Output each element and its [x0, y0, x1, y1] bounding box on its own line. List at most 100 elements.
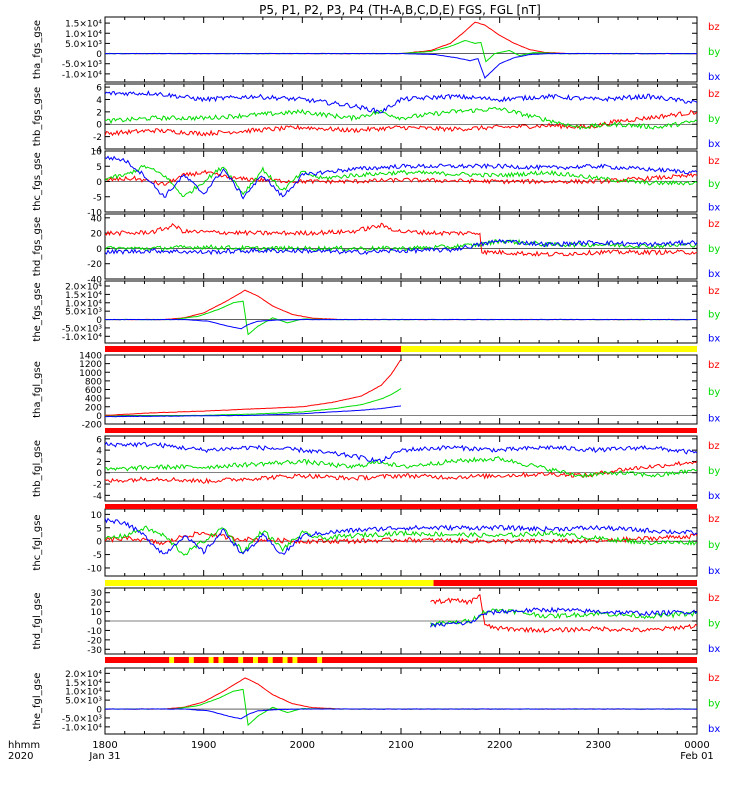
flag-segment-yellow [218, 657, 224, 663]
y-tick-label: 1.0×10⁴ [65, 688, 102, 698]
series-bz-line [105, 21, 697, 55]
y-axis-label: tha_fgl_gse [32, 361, 43, 418]
y-tick-label: 1.5×10⁴ [65, 679, 102, 689]
y-tick-label: 800 [85, 377, 102, 387]
legend-bz: bz [708, 89, 720, 100]
x-tick-label: 2000 [290, 740, 315, 751]
panel-thc_fgs_gse: 10 5 0 -5 -10 thc_fgs_gse bz by bx [32, 148, 720, 219]
series-bx-line [105, 52, 697, 79]
series-bz-line [105, 222, 697, 257]
y-tick-label: -20 [87, 636, 102, 646]
y-tick-label: 1000 [79, 369, 102, 379]
legend-bx: bx [708, 566, 720, 577]
series-by-line [105, 39, 697, 63]
y-tick-label: 0 [96, 412, 102, 422]
y-tick-label: 6 [96, 84, 102, 94]
legend-bz: bz [708, 514, 720, 525]
series-bx-line [105, 155, 697, 200]
panel-frame [104, 280, 698, 344]
series-bx-line [105, 441, 697, 464]
flag-segment-red [105, 657, 697, 663]
series-bz-line [105, 531, 697, 546]
series-bz-line [105, 289, 697, 321]
flag-segment-yellow [401, 346, 697, 352]
series-by-line [105, 300, 697, 336]
flag-segment-yellow [105, 580, 434, 586]
panel-the_fgs_gse: 2.0×10⁴1.5×10⁴1.0×10⁴5.0×10³0-5.0×10³-1.… [32, 280, 720, 344]
y-tick-label: -40 [87, 276, 102, 286]
flag-segment-yellow [317, 657, 323, 663]
y-tick-label: 0 [96, 316, 102, 326]
y-axis-label: thc_fgs_gse [32, 152, 43, 211]
y-tick-label: 400 [85, 395, 102, 405]
y-tick-label: 2.0×10⁴ [65, 670, 102, 680]
series-by-line [105, 106, 697, 131]
series-bx-line [430, 606, 697, 628]
y-tick-label: 1.5×10⁴ [65, 20, 102, 30]
panels-group: 1.5×10⁴1.0×10⁴5.0×10³0-5.0×10³-1.0×10⁴th… [32, 16, 720, 735]
y-tick-label: 6 [96, 435, 102, 445]
y-tick-label: -5.0×10³ [62, 324, 103, 334]
legend-bx: bx [708, 414, 720, 425]
y-axis-label: thd_fgs_gse [32, 217, 43, 276]
legend-by: by [708, 244, 720, 255]
legend-bz: bz [708, 22, 720, 33]
y-tick-label: 0 [96, 245, 102, 255]
y-tick-label: 2 [96, 458, 102, 468]
legend-by: by [708, 618, 720, 629]
y-tick-label: 4 [96, 96, 102, 106]
y-tick-label: 1.5×10⁴ [65, 291, 102, 301]
x-tick-label: 0000 [684, 740, 709, 751]
y-tick-label: 5.0×10³ [65, 308, 102, 318]
y-tick-label: -1.0×10⁴ [62, 70, 103, 80]
y-tick-label: 0 [96, 706, 102, 716]
y-tick-label: 1400 [79, 352, 102, 362]
flag-segment-yellow [169, 657, 175, 663]
y-axis-label: thc_fgl_gse [32, 514, 43, 570]
y-tick-label: -5.0×10³ [62, 714, 103, 724]
legend-bx: bx [708, 269, 720, 280]
year-label: 2020 [8, 751, 33, 762]
y-tick-label: 0 [96, 50, 102, 60]
y-tick-label: 200 [85, 403, 102, 413]
y-tick-label: -4 [93, 146, 102, 156]
panel-frame [104, 354, 698, 425]
y-tick-label: -200 [82, 421, 103, 431]
x-tick-label: 2200 [487, 740, 512, 751]
series-by-line [105, 164, 697, 198]
y-tick-label: 5.0×10³ [65, 697, 102, 707]
legend-bz: bz [708, 360, 720, 371]
x-tick-label: 2100 [388, 740, 413, 751]
y-axis-label: thb_fgl_gse [32, 440, 43, 497]
figure-title: P5, P1, P2, P3, P4 (TH-A,B,C,D,E) FGS, F… [259, 3, 541, 17]
series-by-line [430, 608, 697, 627]
y-tick-label: -1.0×10⁴ [62, 333, 103, 343]
y-tick-label: -10 [87, 564, 102, 574]
legend-bx: bx [708, 139, 720, 150]
series-bx-line [105, 708, 697, 720]
panel-thd_fgs_gse: 40 20 0 -20 -40 thd_fgs_gse bz by bx [32, 213, 720, 286]
y-tick-label: -10 [87, 209, 102, 219]
series-bx-line [105, 318, 697, 330]
series-bx-line [105, 405, 402, 418]
flag-bars-group [105, 346, 697, 663]
panel-the_fgl_gse: 2.0×10⁴1.5×10⁴1.0×10⁴5.0×10³0-5.0×10³-1.… [32, 667, 720, 735]
panel-frame [104, 16, 698, 83]
flag-segment-yellow [282, 657, 288, 663]
series-by-line [105, 388, 402, 417]
flag-segment-yellow [238, 657, 244, 663]
y-tick-label: 1200 [79, 360, 102, 370]
y-tick-label: 5.0×10³ [65, 40, 102, 50]
hhmm-label: hhmm [8, 740, 40, 751]
flag-segment-red [105, 504, 697, 509]
y-tick-label: -10 [87, 627, 102, 637]
panel-frame [104, 667, 698, 735]
x-tick-label: 1800 [92, 740, 117, 751]
series-bx-line [105, 90, 697, 114]
y-axis-label: tha_fgs_gse [32, 20, 43, 79]
legend-by: by [708, 540, 720, 551]
flag-segment-yellow [267, 657, 273, 663]
legend-bx: bx [708, 491, 720, 502]
legend-bz: bz [708, 593, 720, 604]
series-bx-line [105, 517, 697, 555]
